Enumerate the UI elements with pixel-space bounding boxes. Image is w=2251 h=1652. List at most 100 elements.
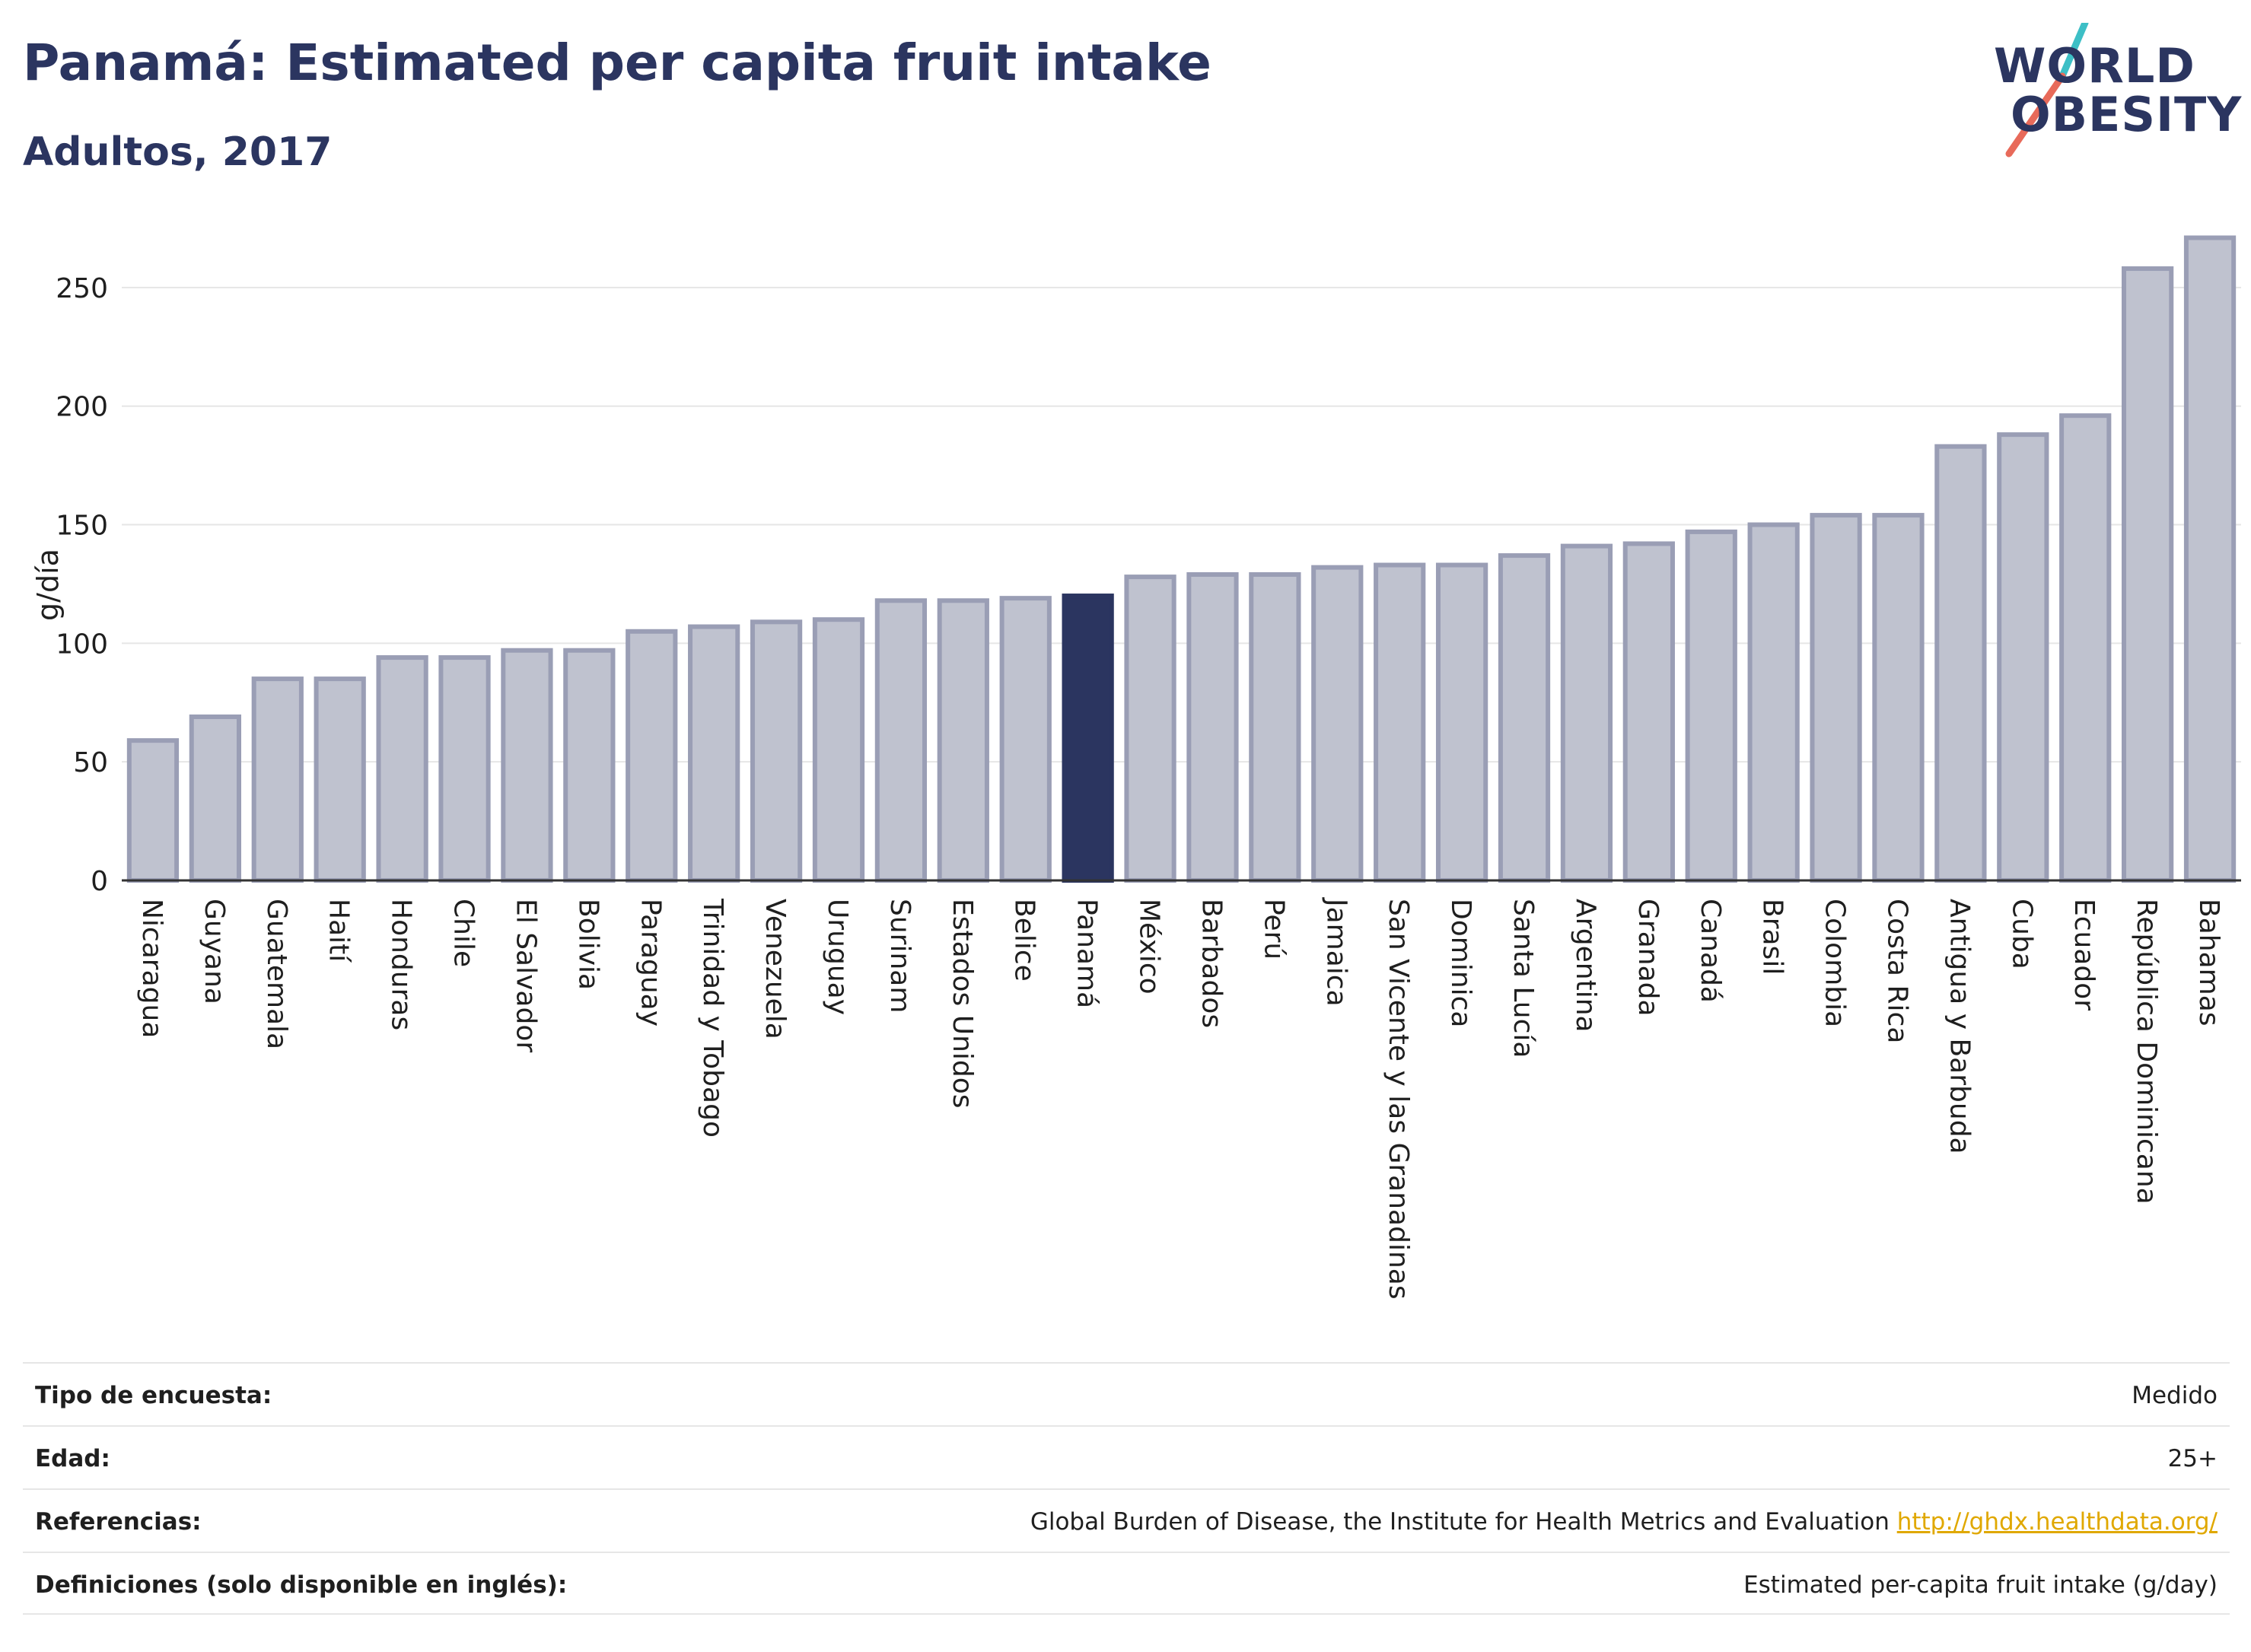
info-value: Estimated per-capita fruit intake (g/day… bbox=[1743, 1571, 2218, 1599]
bar bbox=[1622, 541, 1675, 883]
info-value: Medido bbox=[2132, 1382, 2218, 1409]
x-tick-label: Bahamas bbox=[2193, 899, 2224, 1027]
y-tick-labels: 0 50 100 150 200 250 bbox=[56, 273, 108, 897]
bar bbox=[2183, 235, 2237, 883]
x-tick-label: Dominica bbox=[1445, 899, 1476, 1028]
x-tick-label: Brasil bbox=[1757, 899, 1788, 975]
bar bbox=[1872, 513, 1925, 883]
chart-subtitle: Adultos, 2017 bbox=[23, 129, 333, 175]
x-tick-label: Paraguay bbox=[635, 899, 666, 1027]
x-tick-label: Ecuador bbox=[2068, 899, 2100, 1011]
bar bbox=[937, 598, 989, 883]
x-tick-label: Guatemala bbox=[261, 899, 292, 1049]
bar bbox=[1124, 575, 1176, 883]
x-tick-label: Guyana bbox=[199, 899, 230, 1004]
bar bbox=[1747, 522, 1800, 883]
y-tick-label: 150 bbox=[56, 511, 108, 542]
info-table: Tipo de encuesta: Medido Edad: 25+ Refer… bbox=[23, 1362, 2230, 1615]
bar bbox=[874, 598, 928, 883]
info-row-references: Referencias: Global Burden of Disease, t… bbox=[23, 1488, 2230, 1552]
x-tick-label: Argentina bbox=[1570, 899, 1601, 1033]
x-tick-label: Costa Rica bbox=[1881, 899, 1912, 1043]
bar bbox=[1810, 513, 1862, 883]
bar bbox=[2059, 413, 2112, 883]
x-tick-label: Trinidad y Tobago bbox=[697, 898, 728, 1138]
info-label: Referencias: bbox=[35, 1508, 202, 1536]
bar bbox=[750, 619, 803, 883]
bar bbox=[999, 596, 1052, 883]
x-tick-label: Cuba bbox=[2006, 899, 2037, 969]
chart-title: Panamá: Estimated per capita fruit intak… bbox=[23, 33, 1211, 92]
bar bbox=[438, 655, 491, 883]
x-tick-label: Chile bbox=[448, 899, 479, 967]
x-tick-label: Estados Unidos bbox=[947, 899, 978, 1109]
x-tick-label: Venezuela bbox=[759, 899, 791, 1039]
x-tick-label: Haití bbox=[323, 899, 355, 963]
bar bbox=[1249, 571, 1301, 883]
info-label: Tipo de encuesta: bbox=[35, 1382, 272, 1409]
x-tick-label: Nicaragua bbox=[136, 899, 167, 1038]
info-row-survey-type: Tipo de encuesta: Medido bbox=[23, 1362, 2230, 1425]
bar-highlight bbox=[1062, 594, 1114, 883]
y-tick-label: 250 bbox=[56, 273, 108, 304]
x-tick-label: Barbados bbox=[1196, 899, 1227, 1028]
x-tick-labels: Nicaragua Guyana Guatemala Haití Honduras Chi… bbox=[136, 897, 2224, 1300]
bar bbox=[563, 648, 616, 883]
y-tick-label: 50 bbox=[73, 747, 108, 778]
reference-text: Global Burden of Disease, the Institute … bbox=[1030, 1508, 1897, 1536]
info-value: Global Burden of Disease, the Institute … bbox=[1030, 1508, 2218, 1536]
info-row-age: Edad: 25+ bbox=[23, 1425, 2230, 1488]
y-tick-label: 200 bbox=[56, 392, 108, 423]
bar bbox=[1560, 543, 1613, 883]
bar bbox=[251, 676, 304, 883]
x-tick-label: Canadá bbox=[1695, 899, 1726, 1003]
bar bbox=[1374, 562, 1426, 883]
bars bbox=[126, 235, 2237, 883]
x-tick-label: Honduras bbox=[386, 899, 417, 1030]
x-tick-label: Perú bbox=[1258, 899, 1289, 960]
x-tick-label: San Vicente y las Granadinas bbox=[1383, 899, 1414, 1300]
info-row-definitions: Definiciones (solo disponible en inglés)… bbox=[23, 1552, 2230, 1615]
x-tick-label: Santa Lucía bbox=[1508, 899, 1539, 1058]
info-label: Definiciones (solo disponible en inglés)… bbox=[35, 1571, 568, 1599]
bar-chart: 0 50 100 150 200 250 Nicaragua Guyana Guatemala… bbox=[31, 235, 2241, 1300]
bar bbox=[1186, 571, 1239, 883]
x-tick-label: Jamaica bbox=[1320, 897, 1352, 1007]
bar bbox=[1997, 432, 2049, 883]
x-tick-label: Uruguay bbox=[822, 899, 853, 1015]
x-tick-label: República Dominicana bbox=[2131, 899, 2162, 1205]
bar bbox=[812, 617, 865, 883]
bar bbox=[1934, 444, 1987, 883]
bar bbox=[1685, 529, 1737, 883]
y-tick-label: 0 bbox=[91, 866, 108, 897]
bar bbox=[314, 676, 366, 883]
x-tick-label: Antigua y Barbuda bbox=[1944, 899, 1975, 1154]
logo-word-world: WORLD bbox=[1994, 38, 2195, 94]
bar bbox=[189, 714, 241, 883]
logo-slash-icon bbox=[2005, 23, 2089, 158]
info-value: 25+ bbox=[2167, 1445, 2218, 1472]
x-tick-label: El Salvador bbox=[510, 899, 541, 1052]
bar bbox=[1435, 562, 1488, 883]
bar bbox=[126, 738, 180, 883]
bar bbox=[376, 655, 428, 883]
x-tick-label: Belice bbox=[1009, 899, 1040, 982]
x-tick-label: México bbox=[1134, 899, 1165, 995]
bar bbox=[1498, 553, 1551, 883]
x-tick-label: Bolivia bbox=[572, 899, 603, 990]
world-obesity-logo: WORLD OBESITY bbox=[1986, 23, 2241, 160]
info-label: Edad: bbox=[35, 1445, 110, 1472]
bar bbox=[688, 624, 740, 883]
x-tick-label: Granada bbox=[1632, 899, 1664, 1017]
bar bbox=[2122, 266, 2174, 883]
x-tick-label: Panamá bbox=[1071, 899, 1103, 1008]
y-tick-label: 100 bbox=[56, 629, 108, 660]
bar bbox=[1311, 565, 1364, 883]
bar bbox=[501, 648, 553, 883]
bar bbox=[626, 629, 678, 883]
x-tick-label: Colombia bbox=[1820, 899, 1851, 1027]
logo-word-obesity: OBESITY bbox=[2011, 87, 2243, 142]
x-tick-label: Surinam bbox=[884, 899, 915, 1013]
reference-link[interactable]: http://ghdx.healthdata.org/ bbox=[1896, 1508, 2218, 1536]
y-axis-label: g/día bbox=[31, 549, 65, 621]
